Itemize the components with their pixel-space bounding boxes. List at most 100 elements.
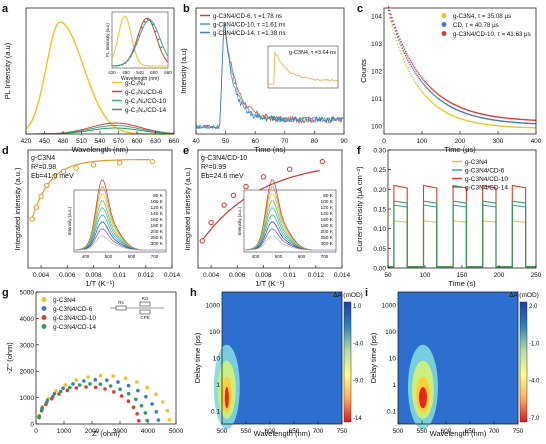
x-tick-label: 2000 (85, 428, 100, 435)
data-point (93, 385, 98, 390)
data-point (414, 71, 416, 73)
data-point (489, 118, 491, 121)
y-axis-label: Delay time (ps) (193, 332, 202, 383)
data-point (521, 126, 523, 129)
inset-point (126, 59, 129, 62)
x-tick-label: 400 (531, 138, 542, 145)
data-point (424, 94, 426, 97)
data-point (494, 119, 497, 122)
data-point (464, 119, 466, 121)
data-point (399, 42, 401, 44)
data-point (483, 117, 486, 120)
colorbar-tick-label: -4.0 (353, 341, 364, 347)
data-point (523, 126, 525, 129)
data-point (112, 390, 116, 394)
data-point (108, 384, 113, 388)
data-point (392, 23, 394, 26)
inset-legend-label: 100 K (320, 199, 333, 205)
data-point (441, 96, 443, 99)
data-point (439, 94, 441, 97)
y-tick-label: 103 (371, 41, 382, 48)
data-point (54, 389, 58, 393)
panel-letter-c: c (357, 3, 363, 15)
inset-x-axis-label: Wavelength (nm) (121, 76, 159, 82)
data-point (433, 103, 436, 105)
inset-frame (111, 11, 169, 69)
legend-swatch (441, 31, 447, 36)
data-point (410, 74, 413, 77)
y-tick-label: 10 (389, 356, 397, 363)
data-point (98, 382, 103, 387)
heatmap-blob (224, 387, 229, 409)
data-point (412, 78, 415, 81)
x-axis-label: 1/T (K⁻¹) (255, 279, 285, 288)
x-tick-label: 50 (222, 138, 230, 145)
x-tick-label: 650 (289, 428, 300, 435)
data-point (483, 113, 486, 116)
data-point (391, 16, 393, 19)
x-tick-label: 600 (132, 138, 143, 145)
data-point (433, 90, 436, 92)
data-point (431, 92, 433, 94)
data-point (436, 93, 439, 95)
data-point (150, 402, 154, 406)
data-point (415, 82, 417, 85)
data-point (86, 375, 90, 379)
data-point (439, 107, 441, 110)
y-tick-label: 3000 (20, 342, 35, 349)
data-point (131, 405, 136, 410)
legend-label: g-C₃N₄/CD-10 (125, 98, 166, 105)
annotation: Eb=24.6 meV (201, 173, 244, 180)
x-tick-label: 420 (21, 138, 32, 145)
data-point (412, 69, 415, 71)
x-tick-label: 1000 (57, 428, 72, 435)
data-point (408, 70, 410, 73)
data-point (494, 115, 497, 118)
y-axis-label: Intensity (a.u) (179, 48, 188, 94)
data-point (434, 91, 437, 93)
x-tick-label: 500 (393, 428, 404, 435)
data-point (418, 73, 421, 76)
series-line-g-C3N4/CD-6 (388, 204, 536, 268)
data-point (455, 108, 457, 110)
data-point (68, 385, 72, 390)
data-point (417, 76, 420, 78)
legend-label: g-C3N4/CD-14 (465, 185, 508, 192)
data-point (477, 112, 480, 115)
panel-e-frame (197, 149, 343, 269)
data-point (145, 385, 149, 390)
data-point (38, 193, 44, 200)
inset-line (243, 235, 336, 251)
data-point (409, 63, 412, 66)
data-point (452, 103, 455, 105)
data-point (528, 122, 530, 125)
y-tick-label: 0.10 (373, 226, 386, 233)
data-point (415, 72, 417, 75)
x-tick-label: 80 (311, 138, 319, 145)
x-tick-label: 300 (493, 138, 504, 145)
data-point (88, 382, 92, 386)
data-point (105, 378, 109, 383)
series-line-g-C3N4/CD-14, τ =1.38 ns (195, 22, 344, 129)
data-point (523, 118, 525, 121)
inset-point (124, 62, 126, 64)
data-point (500, 120, 503, 122)
data-point (481, 113, 483, 115)
inset-legend-label: 250 K (320, 235, 333, 241)
x-tick-label: 0.014 (164, 272, 181, 279)
data-point (403, 61, 406, 63)
data-point (419, 75, 422, 77)
legend-label: g-C3N4 (53, 297, 76, 304)
data-point (401, 47, 404, 49)
data-point (498, 116, 500, 118)
data-point (395, 33, 398, 35)
x-tick-label: 700 (313, 428, 324, 435)
x-tick-label: 0 (382, 138, 386, 145)
data-point (167, 418, 172, 422)
y-tick-label: 1000 (206, 303, 221, 310)
data-point (156, 418, 161, 422)
data-point (403, 52, 406, 54)
data-point (529, 119, 531, 121)
inset-point (129, 55, 132, 58)
data-point (475, 111, 478, 114)
